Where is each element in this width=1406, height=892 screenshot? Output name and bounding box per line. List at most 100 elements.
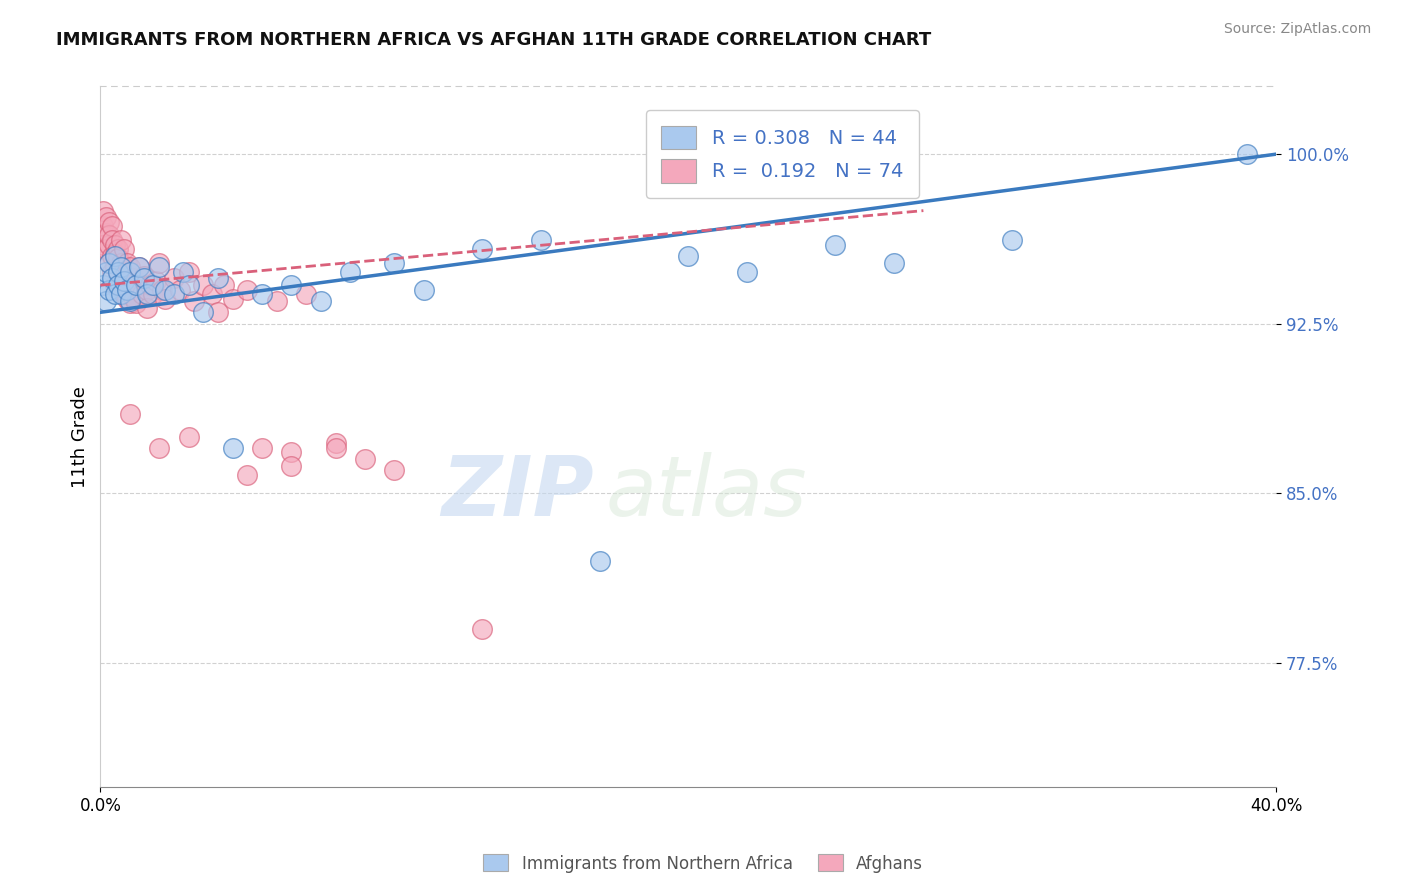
Point [1000,233,1022,247]
Point [128,260,150,274]
Point [118,260,141,274]
Point [280,445,302,459]
Point [134,269,156,284]
Point [124,296,146,310]
Point [212,278,235,293]
Point [177,265,200,279]
Point [118,293,141,308]
Point [104,237,127,252]
Point [128,278,150,293]
Point [309,293,332,308]
Point [110,233,132,247]
Point [325,441,347,455]
Point [101,249,124,263]
Point [96,211,118,225]
Point [1236,147,1258,161]
Point [142,287,165,301]
Text: IMMIGRANTS FROM NORTHERN AFRICA VS AFGHAN 11TH GRADE CORRELATION CHART: IMMIGRANTS FROM NORTHERN AFRICA VS AFGHA… [56,31,932,49]
Point [150,283,173,297]
Point [325,436,347,450]
Point [139,278,162,293]
Point [110,255,132,269]
Point [91,278,114,293]
Point [101,219,124,234]
Point [177,429,200,443]
Point [107,251,129,265]
Point [221,292,243,306]
Point [201,287,224,301]
Point [98,215,121,229]
Point [295,287,318,301]
Point [354,452,377,467]
Point [118,265,141,279]
Point [107,265,129,279]
Point [236,283,259,297]
Point [110,274,132,288]
Point [207,305,229,319]
Point [735,265,758,279]
Point [471,622,494,636]
Point [112,274,135,288]
Point [169,283,191,297]
Point [471,242,494,256]
Point [118,407,141,421]
Point [134,271,156,285]
Point [177,278,200,293]
Point [124,278,146,293]
Point [136,283,159,297]
Point [530,233,553,247]
Point [101,233,124,247]
Point [98,255,121,269]
Point [112,287,135,301]
Point [115,283,138,297]
Point [131,287,153,301]
Legend: R = 0.308   N = 44, R =  0.192   N = 74: R = 0.308 N = 44, R = 0.192 N = 74 [645,110,918,198]
Point [163,271,186,285]
Point [115,274,138,288]
Point [118,296,141,310]
Point [91,237,114,252]
Point [91,203,114,218]
Point [148,260,170,274]
Point [236,468,259,483]
Point [98,255,121,269]
Point [382,255,405,269]
Text: ZIP: ZIP [441,452,595,533]
Point [193,278,215,293]
Point [101,265,124,279]
Point [91,219,114,234]
Point [824,237,846,252]
Point [124,278,146,293]
Point [104,246,127,260]
Point [96,265,118,279]
Point [98,283,121,297]
Legend: Immigrants from Northern Africa, Afghans: Immigrants from Northern Africa, Afghans [477,847,929,880]
Point [104,287,127,301]
Point [115,292,138,306]
Point [96,242,118,256]
Point [589,554,612,568]
Point [145,274,167,288]
Point [207,271,229,285]
Point [250,287,273,301]
Point [104,278,127,293]
Point [221,441,243,455]
Point [266,293,288,308]
Text: Source: ZipAtlas.com: Source: ZipAtlas.com [1223,22,1371,37]
Point [104,249,127,263]
Point [101,271,124,285]
Point [112,242,135,256]
Point [107,265,129,279]
Point [96,226,118,240]
Point [112,265,135,279]
Point [107,242,129,256]
Point [136,301,159,315]
Point [142,278,165,293]
Y-axis label: 11th Grade: 11th Grade [72,385,89,488]
Point [110,287,132,301]
Text: atlas: atlas [606,452,807,533]
Point [193,305,215,319]
Point [136,287,159,301]
Point [118,278,141,293]
Point [153,283,176,297]
